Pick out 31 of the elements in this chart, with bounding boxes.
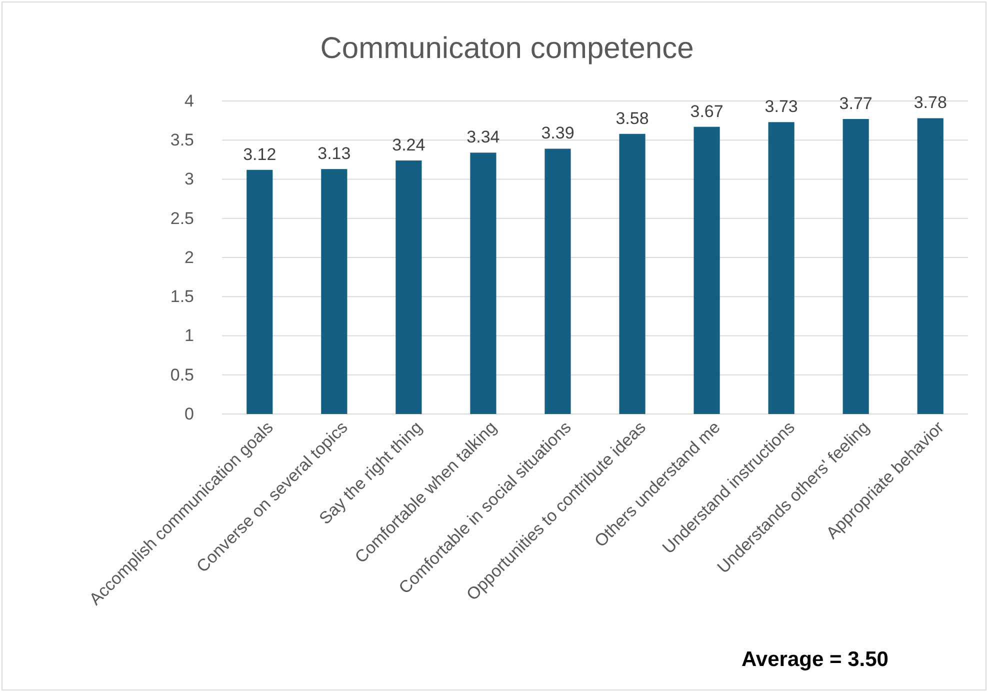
- data-label: 3.73: [764, 97, 798, 116]
- text: Average = 3.50: [742, 648, 888, 671]
- data-label: 3.78: [914, 93, 947, 112]
- data-label: 3.39: [541, 124, 574, 143]
- data-label: 3.77: [839, 94, 872, 113]
- data-label: 3.12: [243, 144, 276, 164]
- bar: [246, 170, 273, 414]
- y-tick-label: 0.5: [170, 365, 194, 384]
- bar: [321, 169, 348, 414]
- data-label: 3.13: [318, 144, 351, 164]
- y-tick-label: 0: [184, 404, 194, 424]
- chart-title: Communicaton competence: [320, 32, 694, 65]
- y-tick-label: 2.5: [170, 208, 194, 228]
- data-label: 3.34: [466, 128, 500, 147]
- y-tick-label: 3: [184, 170, 194, 189]
- data-label: 3.24: [392, 135, 426, 154]
- bar: [694, 126, 720, 414]
- data-label: 3.58: [616, 108, 649, 128]
- bar: [396, 160, 422, 414]
- bar: [619, 134, 646, 414]
- y-tick-label: 1.5: [170, 287, 194, 306]
- bar: [470, 152, 496, 414]
- data-label: 3.67: [690, 102, 724, 121]
- y-tick-label: 2: [184, 248, 194, 267]
- bar: [768, 122, 794, 414]
- bar: [917, 118, 944, 414]
- bar: [842, 118, 869, 414]
- bar: [544, 148, 571, 414]
- y-tick-label: 1: [184, 326, 194, 346]
- y-tick-label: 3.5: [170, 130, 194, 150]
- y-tick-label: 4: [184, 91, 194, 110]
